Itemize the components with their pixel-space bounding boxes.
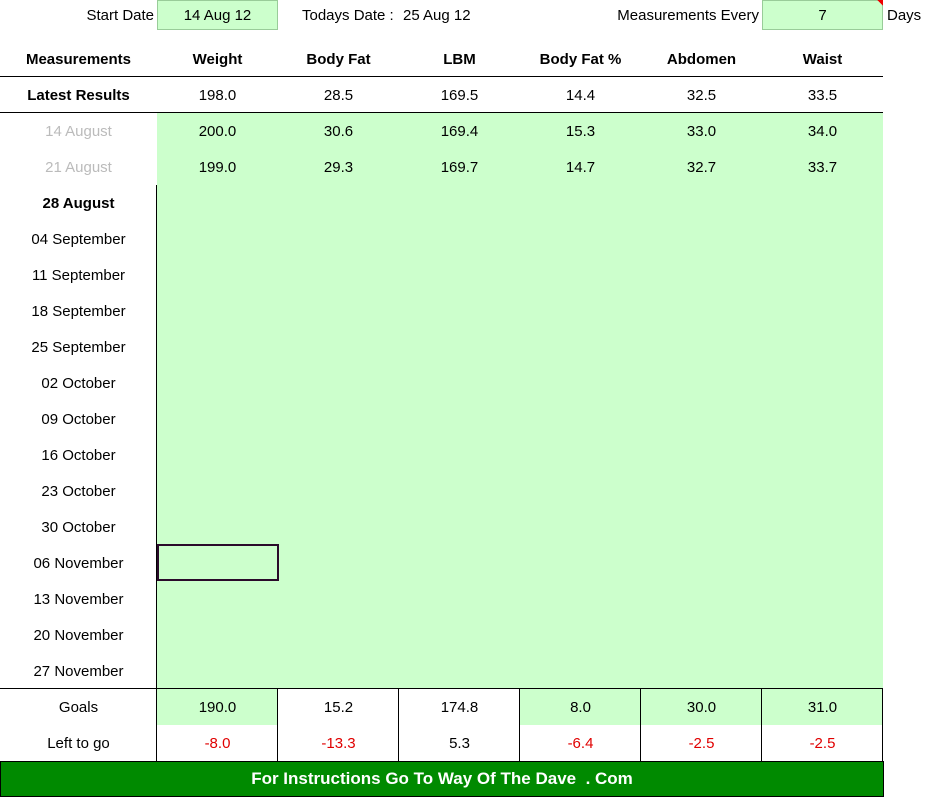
cell-value[interactable]: 34.0 — [807, 122, 838, 140]
cell-border — [398, 689, 399, 761]
row-date: 27 November — [33, 662, 124, 680]
selected-cell[interactable] — [157, 544, 279, 581]
row-date: 21 August — [45, 158, 112, 176]
cell-border — [519, 689, 520, 761]
cell-border — [640, 689, 641, 761]
left-value: 5.3 — [449, 734, 470, 752]
cell-border — [156, 689, 157, 761]
column-header: Weight — [192, 50, 243, 68]
latest-value: 28.5 — [323, 86, 354, 104]
today-label: Todays Date : — [302, 6, 394, 24]
column-header: Body Fat % — [539, 50, 622, 68]
cell-value[interactable]: 169.7 — [440, 158, 479, 176]
goal-value[interactable]: 174.8 — [440, 698, 479, 716]
cell-value[interactable]: 33.7 — [807, 158, 838, 176]
goal-value[interactable]: 30.0 — [641, 689, 762, 725]
row-date: 20 November — [33, 626, 124, 644]
cell-value[interactable]: 169.4 — [440, 122, 479, 140]
latest-value: 32.5 — [686, 86, 717, 104]
left-label: Left to go — [47, 734, 110, 752]
goal-value[interactable]: 31.0 — [762, 689, 883, 725]
goal-value[interactable]: 8.0 — [520, 689, 641, 725]
left-value: -13.3 — [321, 734, 356, 752]
row-date: 30 October — [41, 518, 116, 536]
column-header: LBM — [443, 50, 476, 68]
start-label: Start Date — [86, 6, 154, 24]
row-date: 28 August — [42, 194, 115, 212]
cell-value[interactable]: 32.7 — [686, 158, 717, 176]
row-date: 23 October — [41, 482, 116, 500]
cell-value[interactable]: 33.0 — [686, 122, 717, 140]
every-label: Measurements Every — [617, 6, 759, 24]
row-date: 06 November — [33, 554, 124, 572]
left-value: -2.5 — [809, 734, 836, 752]
row-date: 25 September — [31, 338, 126, 356]
cell-value[interactable]: 29.3 — [323, 158, 354, 176]
cell-value[interactable]: 15.3 — [565, 122, 596, 140]
column-header: Waist — [802, 50, 843, 68]
row-date: 02 October — [41, 374, 116, 392]
goals-label: Goals — [58, 698, 99, 716]
left-border — [156, 185, 157, 761]
cell-value[interactable]: 14.7 — [565, 158, 596, 176]
cell-value[interactable]: 200.0 — [198, 122, 237, 140]
cell-border — [277, 689, 278, 761]
row-date: 14 August — [45, 122, 112, 140]
every-value[interactable]: 7 — [762, 0, 883, 30]
left-value: -2.5 — [688, 734, 715, 752]
comment-marker — [877, 0, 883, 6]
latest-label: Latest Results — [27, 86, 130, 104]
rule — [0, 688, 883, 689]
cell-value[interactable]: 30.6 — [323, 122, 354, 140]
entry-area — [157, 113, 883, 689]
cell-border — [882, 689, 883, 761]
column-header: Abdomen — [666, 50, 737, 68]
latest-value: 169.5 — [440, 86, 479, 104]
footer: For Instructions Go To Way Of The Dave .… — [0, 761, 884, 797]
left-value: -8.0 — [204, 734, 231, 752]
latest-value: 33.5 — [807, 86, 838, 104]
cell-border — [761, 689, 762, 761]
row-date: 11 September — [31, 266, 126, 284]
row-date: 16 October — [41, 446, 116, 464]
cell-value[interactable]: 199.0 — [198, 158, 237, 176]
row-date: 18 September — [31, 302, 126, 320]
latest-value: 14.4 — [565, 86, 596, 104]
row-date: 13 November — [33, 590, 124, 608]
left-value: -6.4 — [567, 734, 594, 752]
column-header: Measurements — [25, 50, 132, 68]
row-date: 09 October — [41, 410, 116, 428]
rule — [0, 112, 883, 113]
row-date: 04 September — [31, 230, 126, 248]
latest-value: 198.0 — [198, 86, 237, 104]
start-value[interactable]: 14 Aug 12 — [157, 0, 278, 30]
column-header: Body Fat — [306, 50, 371, 68]
goal-value[interactable]: 190.0 — [157, 689, 278, 725]
rule — [0, 76, 883, 77]
every-unit: Days — [887, 6, 922, 24]
goal-value[interactable]: 15.2 — [323, 698, 354, 716]
today-value: 25 Aug 12 — [403, 6, 471, 24]
